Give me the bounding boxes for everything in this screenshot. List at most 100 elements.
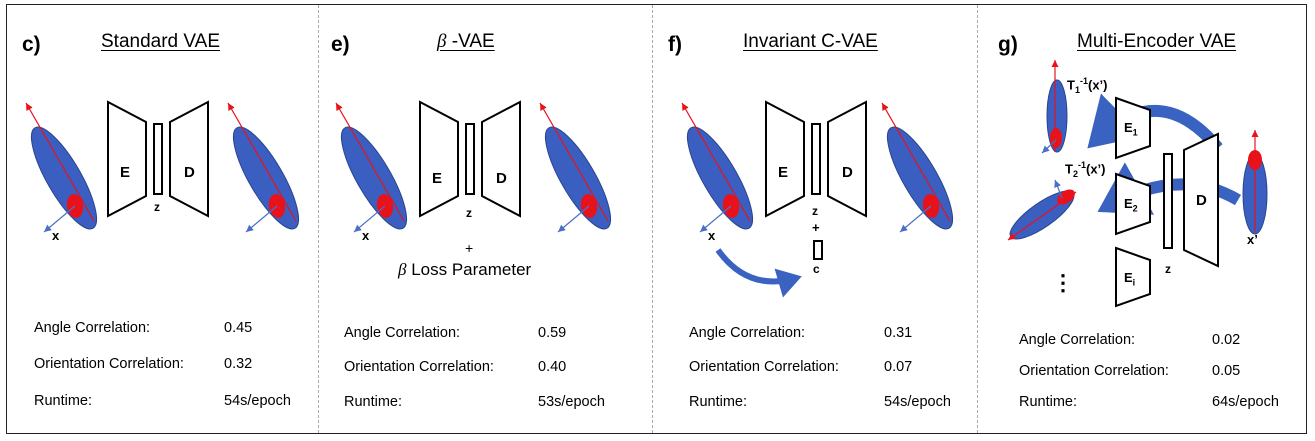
panel-g-e2-label: E2 — [1124, 196, 1138, 214]
panel-e-runtime-value: 53s/epoch — [538, 394, 605, 410]
panel-f-input-ellipse — [676, 103, 763, 237]
t2-argument: (x’) — [1085, 161, 1106, 177]
panel-c-title: Standard VAE — [101, 31, 221, 52]
panel-c-angle-label: Angle Correlation: — [34, 320, 151, 336]
panel-e-e-label: E — [432, 170, 443, 187]
panel-g-orientation-label: Orientation Correlation: — [1019, 363, 1169, 379]
panel-e-title-text: -VAE — [446, 31, 495, 52]
t1-superscript: -1 — [1079, 76, 1088, 86]
panel-g-encoder-1 — [1115, 96, 1151, 160]
panel-g-z-label: z — [1165, 262, 1171, 276]
panel-c-runtime-label: Runtime: — [34, 393, 93, 409]
panel-f-e-label: E — [778, 164, 789, 181]
t1-subscript: 1 — [1074, 84, 1080, 95]
panel-f-x-label: x — [708, 228, 716, 243]
panel-c-z-label: z — [154, 200, 160, 214]
panel-f-encoder-decoder — [765, 101, 867, 217]
panel-e-orientation-value: 0.40 — [538, 359, 567, 375]
panel-c-output-ellipse — [222, 103, 309, 237]
panel-e-d-label: D — [496, 170, 507, 187]
panel-c-encoder-decoder — [107, 101, 209, 217]
panel-f-z-label: z — [812, 204, 818, 218]
panel-f-angle-value: 0.31 — [884, 325, 913, 341]
panel-c-orientation-value: 0.32 — [224, 356, 253, 372]
panel-divider — [652, 5, 653, 433]
panel-g-t2-ellipse — [1007, 179, 1077, 241]
panel-f-output-ellipse — [876, 103, 963, 237]
panel-c-d-label: D — [184, 164, 195, 181]
t2-symbol: T — [1065, 161, 1073, 177]
panel-g-runtime-label: Runtime: — [1019, 394, 1078, 410]
panel-e-title: β -VAE — [437, 31, 495, 53]
panel-g-xprime-label: x’ — [1247, 232, 1258, 247]
panel-g-encoder-2 — [1115, 172, 1151, 236]
panel-c-input-ellipse — [20, 103, 107, 237]
panel-g-decoder — [1183, 132, 1219, 268]
panel-f-angle-label: Angle Correlation: — [689, 325, 806, 341]
e2-symbol: E — [1124, 196, 1133, 211]
t1-symbol: T — [1067, 77, 1075, 93]
panel-g-d-label: D — [1196, 192, 1207, 209]
panel-e-runtime-label: Runtime: — [344, 394, 403, 410]
panel-f-c-box — [813, 240, 823, 260]
panel-g-latent-z — [1163, 153, 1173, 249]
panel-divider — [318, 5, 319, 433]
panel-g-input-ellipse — [1242, 130, 1268, 235]
ei-subscript: i — [1132, 277, 1136, 288]
panel-f-orientation-label: Orientation Correlation: — [689, 359, 839, 375]
beta-symbol: β — [437, 31, 447, 52]
panel-f-orientation-value: 0.07 — [884, 359, 913, 375]
panel-c-e-label: E — [120, 164, 131, 181]
panel-f-title: Invariant C-VAE — [743, 31, 878, 52]
panel-g-t1-label: T1-1(x’) — [1067, 76, 1107, 95]
e2-subscript: 2 — [1132, 203, 1138, 214]
panel-g-encoder-i — [1115, 246, 1151, 308]
loss-label-text: Loss Parameter — [406, 260, 532, 279]
panel-e-angle-value: 0.59 — [538, 325, 567, 341]
panel-e-output-ellipse — [534, 103, 621, 237]
panel-f-c-label: c — [813, 262, 820, 276]
panel-c-orientation-label: Orientation Correlation: — [34, 356, 184, 372]
panel-g-letter: g) — [998, 33, 1018, 56]
panel-f-transform-arrow — [715, 248, 802, 298]
panel-e-input-ellipse — [330, 103, 417, 237]
panel-divider — [977, 5, 978, 433]
panel-e-encoder-decoder — [419, 101, 521, 217]
panel-g-arrow-upper — [1087, 93, 1223, 152]
panel-e-loss-label: β Loss Parameter — [398, 260, 531, 280]
panel-c-angle-value: 0.45 — [224, 320, 253, 336]
t2-superscript: -1 — [1077, 160, 1086, 170]
panel-g-t1-ellipse — [1041, 60, 1068, 154]
ei-symbol: E — [1124, 270, 1133, 285]
e1-symbol: E — [1124, 120, 1133, 135]
panel-g-ei-label: Ei — [1124, 270, 1135, 288]
panel-f-runtime-label: Runtime: — [689, 394, 748, 410]
panel-f-plus: + — [812, 220, 820, 235]
panel-f-runtime-value: 54s/epoch — [884, 394, 951, 410]
panel-e-orientation-label: Orientation Correlation: — [344, 359, 494, 375]
panel-e-plus: + — [465, 240, 474, 256]
beta-symbol: β — [398, 260, 407, 279]
panel-e-angle-label: Angle Correlation: — [344, 325, 461, 341]
panel-f-d-label: D — [842, 164, 853, 181]
panel-g-orientation-value: 0.05 — [1212, 363, 1241, 379]
panel-f-letter: f) — [668, 33, 682, 56]
panel-g-angle-label: Angle Correlation: — [1019, 332, 1136, 348]
panel-g-t2-label: T2-1(x’) — [1065, 160, 1105, 179]
panel-e-x-label: x — [362, 228, 370, 243]
panel-g-angle-value: 0.02 — [1212, 332, 1241, 348]
t1-argument: (x’) — [1087, 77, 1108, 93]
panel-g-runtime-value: 64s/epoch — [1212, 394, 1279, 410]
panel-c-runtime-value: 54s/epoch — [224, 393, 291, 409]
e1-subscript: 1 — [1132, 127, 1138, 138]
panel-g-title: Multi-Encoder VAE — [1077, 31, 1237, 52]
panel-c-letter: c) — [22, 33, 41, 56]
figure-frame — [6, 4, 1307, 434]
panel-g-e1-label: E1 — [1124, 120, 1138, 138]
panel-g-ellipsis: ⋮ — [1052, 270, 1074, 295]
t2-subscript: 2 — [1072, 168, 1078, 179]
panel-c-x-label: x — [52, 228, 60, 243]
panel-e-z-label: z — [466, 206, 472, 220]
panel-e-letter: e) — [331, 33, 350, 56]
